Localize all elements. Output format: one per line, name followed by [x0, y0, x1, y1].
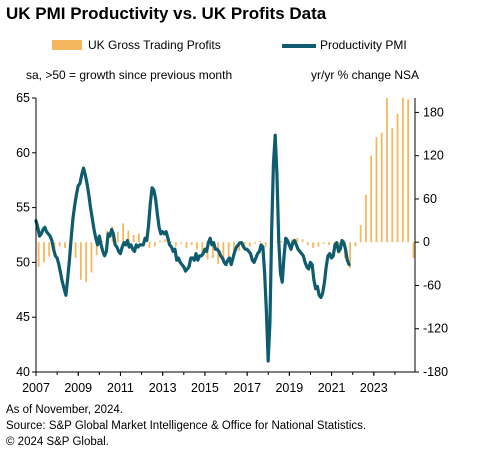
profit-bar: [449, 242, 451, 268]
legend-swatch-profits: [52, 40, 82, 50]
profit-bar: [280, 240, 283, 243]
profit-bar: [291, 239, 293, 243]
left-tick-label: 55: [16, 201, 30, 215]
profit-bar: [174, 242, 177, 247]
x-tick-label: 2021: [318, 381, 346, 395]
profit-bar: [455, 242, 457, 268]
right-tick-label: 60: [423, 192, 437, 206]
profit-bar: [37, 242, 40, 267]
left-tick-label: 45: [16, 310, 30, 324]
profit-bar: [259, 240, 262, 243]
right-tick-label: -60: [423, 278, 441, 292]
profit-bar: [90, 242, 93, 273]
profit-bar: [434, 242, 436, 281]
profit-bar: [79, 242, 82, 280]
profit-bar: [301, 239, 304, 243]
profit-bar: [74, 242, 77, 259]
profit-bar: [243, 242, 246, 247]
profit-bar: [275, 242, 278, 243]
profit-bar: [227, 242, 230, 263]
profit-bar: [359, 224, 362, 243]
profit-bar: [132, 235, 135, 243]
profit-bar: [407, 99, 410, 243]
profit-bar: [164, 239, 167, 243]
profit-bar: [58, 242, 61, 247]
profit-bar: [248, 242, 251, 247]
profit-bar: [375, 136, 378, 243]
footer-source: Source: S&P Global Market Intelligence &…: [6, 420, 367, 432]
productivity-line: [34, 133, 351, 363]
right-tick-label: 180: [423, 105, 444, 119]
right-tick-label: 120: [423, 149, 444, 163]
x-tick-label: 2023: [360, 381, 388, 395]
x-tick-label: 2009: [64, 381, 92, 395]
profit-bar: [322, 242, 325, 244]
profit-bar: [444, 242, 446, 271]
profit-bar: [95, 242, 98, 256]
chart-title: UK PMI Productivity vs. UK Profits Data: [6, 4, 327, 23]
profit-bar: [222, 242, 225, 261]
left-axis-label: sa, >50 = growth since previous month: [26, 68, 233, 82]
left-tick-label: 60: [16, 146, 30, 160]
profit-bar: [122, 223, 124, 243]
profit-bar: [116, 232, 119, 243]
profit-bar: [127, 230, 130, 243]
profit-bar: [412, 242, 415, 259]
profit-bar: [196, 242, 198, 250]
profit-bar: [365, 194, 367, 243]
x-tick-label: 2017: [233, 381, 261, 395]
profit-bar: [380, 132, 383, 243]
profit-bar: [264, 242, 267, 247]
right-tick-label: 0: [423, 235, 430, 249]
profit-bar: [64, 242, 66, 248]
profit-bar: [238, 242, 241, 251]
x-tick-label: 2013: [149, 381, 177, 395]
profit-bar: [391, 128, 394, 243]
profit-bar: [153, 242, 156, 247]
right-tick-label: -120: [423, 322, 448, 336]
profit-bar: [349, 242, 351, 269]
profit-bar: [43, 242, 45, 263]
profit-bar: [386, 98, 388, 243]
left-tick-label: 40: [16, 365, 30, 379]
profit-bar: [296, 237, 299, 243]
profit-bar: [148, 242, 151, 248]
profit-bar: [401, 98, 404, 243]
x-tick-label: 2019: [275, 381, 303, 395]
profit-bar: [233, 242, 235, 254]
legend-label-profits: UK Gross Trading Profits: [88, 38, 221, 52]
right-axis-label: yr/yr % change NSA: [311, 68, 420, 82]
profit-bar: [306, 242, 309, 246]
profit-bar: [418, 242, 420, 272]
footer-note: As of November, 2024.: [6, 404, 123, 416]
profit-bar: [48, 242, 51, 257]
x-tick-label: 2011: [107, 381, 134, 395]
x-tick-label: 2007: [22, 381, 50, 395]
profit-bar: [370, 155, 373, 243]
profit-bar: [138, 233, 140, 243]
profit-bar: [201, 242, 204, 257]
profit-bar: [159, 240, 161, 243]
profit-bar: [439, 242, 441, 275]
profit-bar: [396, 113, 399, 243]
legend-label-productivity: Productivity PMI: [320, 38, 407, 52]
profit-bar: [85, 242, 88, 282]
right-tick-label: -180: [423, 365, 448, 379]
profit-bar: [211, 242, 214, 259]
left-tick-label: 50: [16, 255, 30, 269]
profit-bar: [180, 242, 183, 244]
profit-bar: [460, 242, 462, 271]
footer-copyright: © 2024 S&P Global.: [6, 436, 109, 448]
profit-bar: [185, 242, 188, 248]
profit-bar: [190, 242, 193, 246]
profit-bar: [328, 242, 330, 246]
left-tick-label: 65: [16, 91, 30, 105]
profit-bar: [254, 242, 256, 244]
profit-bar: [354, 242, 357, 247]
x-tick-label: 2015: [191, 381, 219, 395]
profit-bar: [317, 242, 320, 247]
profit-bar: [312, 242, 315, 248]
legend-swatch-productivity: [282, 44, 316, 48]
